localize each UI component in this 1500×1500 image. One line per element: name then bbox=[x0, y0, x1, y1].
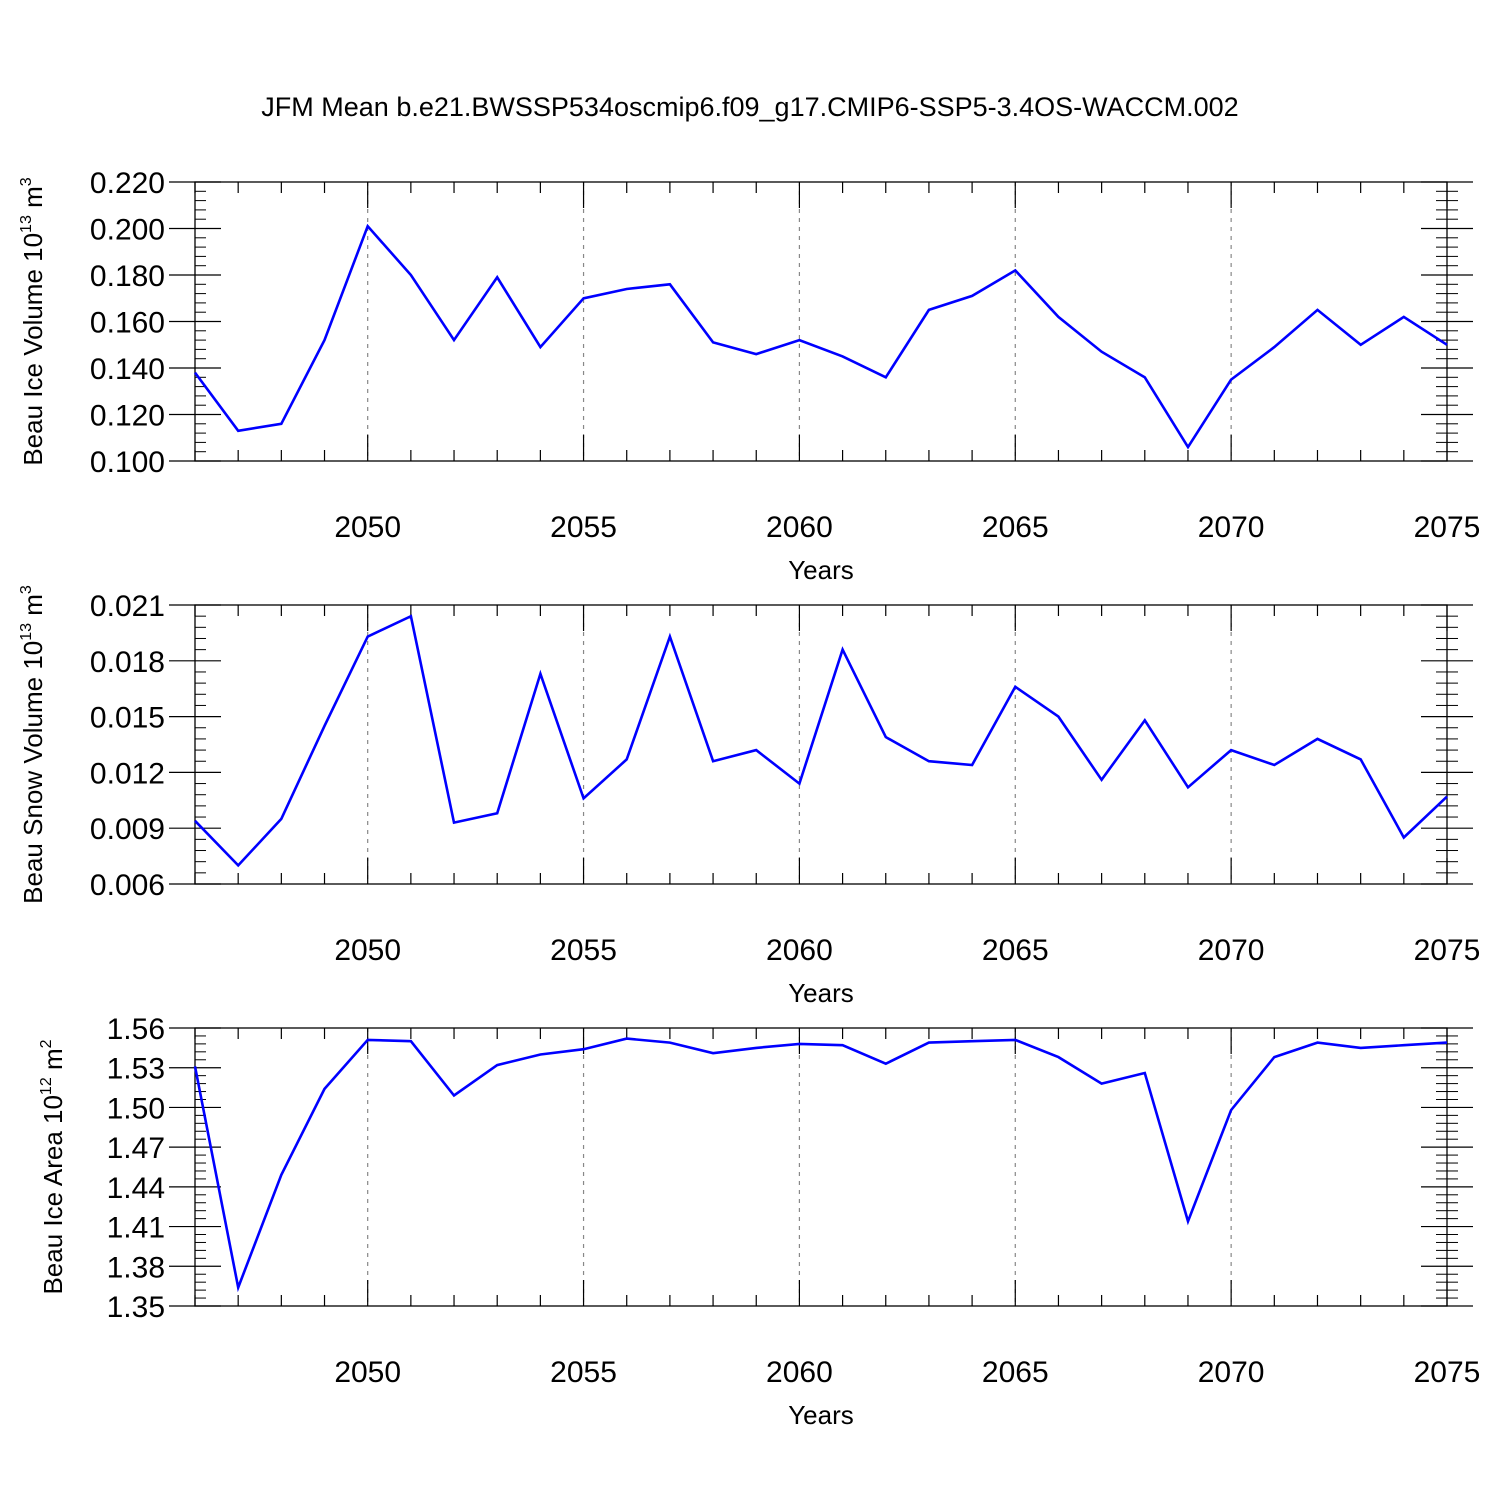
x-tick-label: 2070 bbox=[1198, 1356, 1265, 1389]
y-tick-label: 0.009 bbox=[90, 813, 165, 846]
y-axis-label: Beau Snow Volume 1013 m3 bbox=[18, 585, 48, 904]
x-tick-label: 2060 bbox=[766, 1356, 833, 1389]
plot-frame bbox=[194, 1027, 1448, 1307]
x-tick-label: 2055 bbox=[550, 1356, 617, 1389]
y-tick-label: 0.220 bbox=[90, 167, 165, 200]
y-tick-label: 0.012 bbox=[90, 757, 165, 790]
series-line bbox=[193, 1037, 1448, 1293]
x-tick-label: 2065 bbox=[982, 511, 1049, 544]
y-tick-label: 0.120 bbox=[90, 400, 165, 433]
panel-1: 0.100 0.120 0.140 0.160 0.180 0.200 0.220 2050 2… bbox=[18, 167, 1480, 585]
y-tick-label: 0.100 bbox=[90, 446, 165, 479]
plot-frame bbox=[194, 604, 1448, 885]
plot-frame bbox=[194, 181, 1448, 462]
series-line bbox=[193, 223, 1448, 450]
y-tick-label: 1.44 bbox=[107, 1172, 165, 1205]
series-line bbox=[194, 614, 1448, 868]
x-tick-label: 2055 bbox=[550, 934, 617, 967]
x-tick-label: 2065 bbox=[982, 934, 1049, 967]
x-tick-label: 2070 bbox=[1198, 511, 1265, 544]
y-tick-label: 0.200 bbox=[90, 214, 165, 247]
y-tick-label: 0.021 bbox=[90, 590, 165, 623]
y-tick-label: 1.53 bbox=[107, 1053, 165, 1086]
y-tick-label: 0.140 bbox=[90, 353, 165, 386]
y-tick-label: 1.35 bbox=[107, 1291, 165, 1324]
y-axis-label: Beau Ice Area 1012 m2 bbox=[38, 1039, 68, 1294]
y-tick-label: 0.018 bbox=[90, 646, 165, 679]
x-axis-label: Years bbox=[788, 555, 854, 585]
figure-title: JFM Mean b.e21.BWSSP534oscmip6.f09_g17.C… bbox=[261, 92, 1239, 122]
x-tick-label: 2075 bbox=[1414, 934, 1481, 967]
y-tick-label: 1.38 bbox=[107, 1251, 165, 1284]
y-tick-label: 0.160 bbox=[90, 307, 165, 340]
y-tick-label: 0.015 bbox=[90, 702, 165, 735]
y-tick-label: 0.180 bbox=[90, 260, 165, 293]
y-axis-label: Beau Ice Volume 1013 m3 bbox=[18, 177, 48, 465]
x-tick-label: 2075 bbox=[1414, 511, 1481, 544]
x-tick-label: 2050 bbox=[334, 511, 401, 544]
x-tick-label: 2050 bbox=[334, 934, 401, 967]
x-axis-label: Years bbox=[788, 978, 854, 1008]
y-tick-label: 0.006 bbox=[90, 869, 165, 902]
x-tick-label: 2075 bbox=[1414, 1356, 1481, 1389]
x-tick-label: 2060 bbox=[766, 934, 833, 967]
y-tick-label: 1.50 bbox=[107, 1092, 165, 1125]
x-tick-label: 2070 bbox=[1198, 934, 1265, 967]
panel-2: 0.006 0.009 0.012 0.015 0.018 0.021 2050 2055 20… bbox=[18, 585, 1480, 1008]
y-tick-label: 1.41 bbox=[107, 1212, 165, 1245]
x-tick-label: 2060 bbox=[766, 511, 833, 544]
x-tick-label: 2065 bbox=[982, 1356, 1049, 1389]
x-axis-label: Years bbox=[788, 1400, 854, 1430]
x-tick-label: 2055 bbox=[550, 511, 617, 544]
y-tick-label: 1.47 bbox=[107, 1132, 165, 1165]
panel-3: 1.35 1.38 1.41 1.44 1.47 1.50 1.53 1.56 2050 2055… bbox=[38, 1013, 1480, 1430]
y-tick-label: 1.56 bbox=[107, 1013, 165, 1046]
x-tick-label: 2050 bbox=[334, 1356, 401, 1389]
